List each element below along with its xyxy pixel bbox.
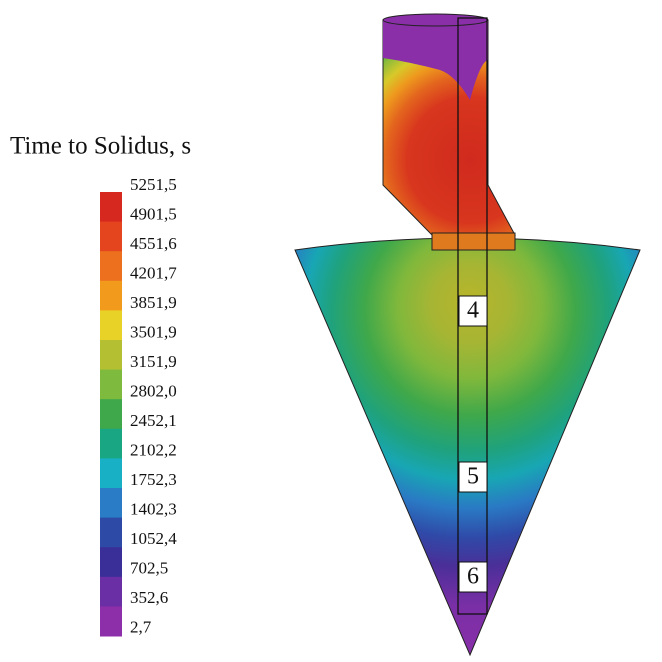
colorbar-label: 1052,4: [130, 529, 177, 548]
colorbar-band: [100, 458, 122, 489]
colorbar-label: 3151,9: [130, 352, 177, 371]
colorbar-band: [100, 488, 122, 519]
colorbar-band: [100, 221, 122, 252]
colorbar: [100, 192, 122, 637]
colorbar-label: 1752,3: [130, 470, 177, 489]
colorbar-band: [100, 280, 122, 311]
colorbar-band: [100, 369, 122, 400]
colorbar-band: [100, 399, 122, 430]
colorbar-band: [100, 192, 122, 223]
cylinder-cap: [382, 13, 489, 27]
section-box: [458, 561, 488, 593]
neck: [431, 232, 516, 251]
section-label: 5: [467, 464, 479, 490]
colorbar-label: 4551,6: [130, 234, 177, 253]
colorbar-label: 2,7: [130, 617, 152, 636]
colorbar-label: 1402,3: [130, 499, 177, 518]
colorbar-band: [100, 428, 122, 459]
colorbar-label: 4901,5: [130, 204, 177, 223]
colorbar-label: 2802,0: [130, 381, 177, 400]
colorbar-label: 3851,9: [130, 293, 177, 312]
colorbar-label: 2102,2: [130, 440, 177, 459]
colorbar-label: 702,5: [130, 558, 168, 577]
legend-title: Time to Solidus, s: [10, 133, 191, 160]
colorbar-band: [100, 310, 122, 341]
colorbar-labels: 5251,5 4901,5 4551,6 4201,7 3851,9 3501,9 3151…: [130, 175, 177, 637]
cylinder-top-region: [383, 20, 488, 100]
section-box: [458, 295, 488, 327]
colorbar-band: [100, 606, 122, 637]
colorbar-label: 2452,1: [130, 411, 177, 430]
colorbar-label: 5251,5: [130, 175, 177, 194]
colorbar-label: 4201,7: [130, 263, 177, 282]
colorbar-label: 352,6: [130, 588, 168, 607]
colorbar-band: [100, 576, 122, 607]
colorbar-band: [100, 547, 122, 578]
colorbar-label: 3501,9: [130, 322, 177, 341]
colorbar-band: [100, 340, 122, 371]
section-label: 6: [467, 564, 479, 590]
section-markers: 4 5 6: [458, 295, 488, 593]
section-label: 4: [467, 298, 479, 324]
section-box: [458, 461, 488, 493]
colorbar-band: [100, 251, 122, 282]
colorbar-band: [100, 517, 122, 548]
